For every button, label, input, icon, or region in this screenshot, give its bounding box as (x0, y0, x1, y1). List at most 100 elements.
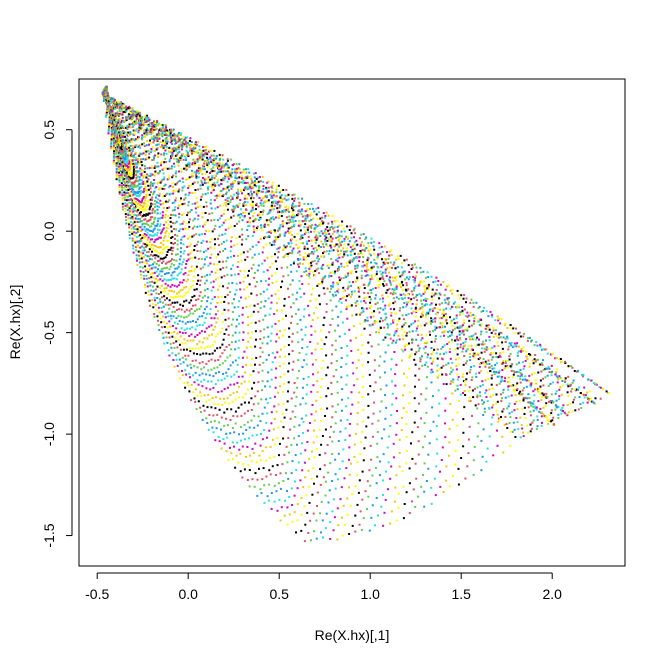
data-point (133, 209, 136, 212)
data-point (167, 215, 169, 218)
data-point (125, 143, 128, 145)
data-point (108, 125, 111, 128)
data-point (533, 344, 536, 347)
data-point (328, 331, 331, 334)
data-point (310, 413, 313, 416)
data-point (118, 112, 121, 115)
data-point (233, 298, 235, 301)
data-point (162, 139, 165, 142)
data-point (226, 200, 229, 203)
data-point (285, 188, 288, 191)
data-point (210, 380, 213, 383)
data-point (206, 288, 209, 290)
data-point (304, 449, 307, 452)
data-point (273, 241, 276, 243)
data-point (120, 174, 123, 177)
data-point (236, 415, 239, 418)
data-point (230, 375, 233, 378)
data-point (260, 433, 262, 435)
data-point (157, 156, 160, 159)
data-point (144, 167, 146, 170)
data-point (197, 188, 200, 191)
data-point (162, 305, 165, 308)
data-point (123, 120, 126, 122)
data-point (115, 175, 118, 178)
data-point (156, 246, 159, 249)
data-point (178, 343, 181, 346)
data-point (298, 209, 301, 211)
data-point (275, 367, 278, 370)
data-point (233, 254, 235, 257)
data-point (310, 390, 313, 393)
data-point (191, 296, 194, 299)
data-point (162, 154, 165, 157)
data-point (123, 131, 126, 134)
data-point (315, 410, 318, 413)
data-point (433, 307, 436, 310)
data-point (279, 519, 282, 522)
data-point (186, 364, 189, 367)
data-point (320, 531, 322, 534)
data-point (340, 357, 343, 359)
data-point (141, 223, 144, 226)
data-point (491, 313, 494, 316)
data-point (124, 135, 126, 138)
data-point (115, 170, 118, 173)
data-point (521, 349, 524, 352)
data-point (151, 285, 154, 288)
data-point (390, 249, 393, 252)
data-point (105, 113, 108, 115)
data-point (137, 117, 140, 120)
data-point (147, 250, 150, 253)
data-point (437, 389, 440, 392)
data-point (193, 181, 196, 184)
data-point (179, 303, 182, 306)
data-point (173, 162, 175, 165)
data-point (353, 236, 355, 239)
data-point (199, 391, 202, 394)
data-point (140, 201, 143, 204)
data-point (176, 332, 179, 335)
data-point (205, 313, 208, 315)
data-point (289, 417, 292, 420)
data-point (138, 159, 141, 162)
data-point (298, 265, 300, 268)
data-point (256, 478, 259, 481)
data-point (192, 280, 195, 282)
data-point (288, 353, 291, 356)
data-point (363, 291, 366, 294)
data-point (239, 171, 242, 174)
data-point (180, 138, 183, 140)
data-point (110, 138, 113, 141)
data-point (302, 377, 305, 380)
data-point (297, 435, 300, 438)
data-point (231, 208, 234, 211)
data-point (267, 354, 270, 357)
data-point (315, 399, 318, 402)
data-point (353, 252, 356, 255)
data-point (321, 216, 324, 219)
data-point (223, 275, 226, 277)
data-point (267, 297, 270, 300)
data-point (121, 168, 123, 171)
data-point (140, 225, 143, 228)
data-point (146, 188, 149, 191)
data-point (314, 348, 317, 351)
data-point (380, 505, 383, 508)
data-point (362, 420, 365, 423)
data-point (112, 133, 115, 136)
data-point (188, 347, 191, 350)
data-point (472, 301, 475, 304)
data-point (392, 456, 395, 459)
data-point (113, 154, 115, 157)
data-point (261, 389, 263, 392)
data-point (380, 437, 383, 440)
data-point (336, 260, 339, 263)
data-point (119, 146, 122, 149)
data-point (295, 243, 298, 246)
data-point (341, 516, 343, 519)
data-point (158, 236, 161, 239)
data-point (136, 194, 139, 197)
data-point (198, 374, 201, 377)
data-point (344, 439, 347, 441)
